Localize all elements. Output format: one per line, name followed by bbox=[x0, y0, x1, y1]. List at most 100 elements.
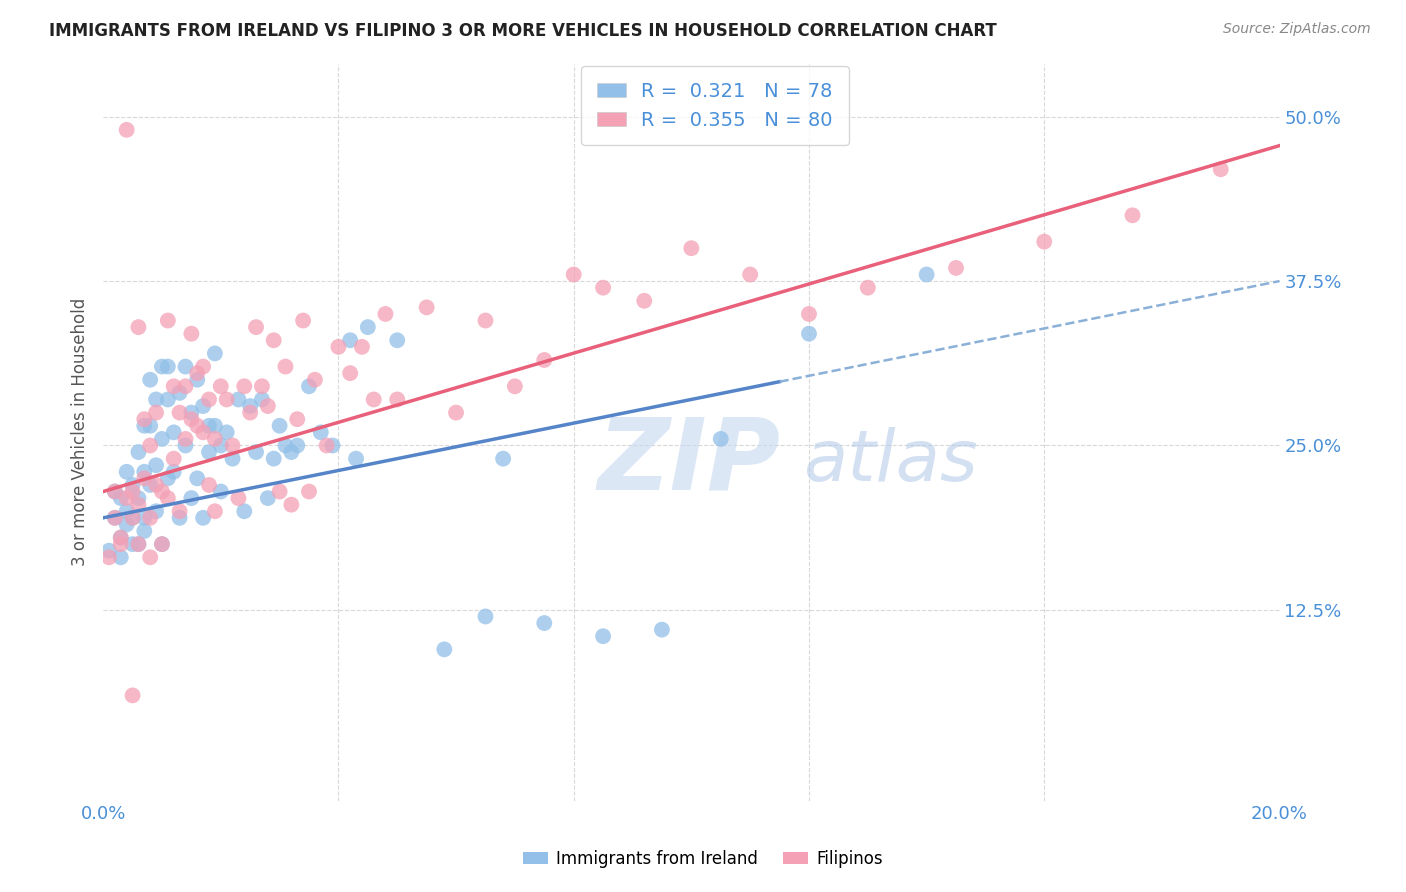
Point bbox=[250, 392, 273, 407]
Point bbox=[121, 478, 143, 492]
Point bbox=[1209, 162, 1232, 177]
Point bbox=[191, 399, 214, 413]
Point bbox=[269, 484, 291, 499]
Point bbox=[1033, 235, 1056, 249]
Point bbox=[134, 511, 156, 525]
Point bbox=[339, 366, 361, 380]
Point bbox=[134, 524, 156, 538]
Point bbox=[104, 511, 127, 525]
Point bbox=[239, 406, 262, 420]
Y-axis label: 3 or more Vehicles in Household: 3 or more Vehicles in Household bbox=[72, 298, 89, 566]
Point bbox=[233, 379, 256, 393]
Point bbox=[562, 268, 585, 282]
Point bbox=[344, 451, 367, 466]
Point bbox=[339, 333, 361, 347]
Point bbox=[134, 418, 156, 433]
Point bbox=[285, 412, 308, 426]
Point bbox=[150, 537, 173, 551]
Text: Source: ZipAtlas.com: Source: ZipAtlas.com bbox=[1223, 22, 1371, 37]
Point bbox=[292, 313, 315, 327]
Point bbox=[204, 504, 226, 518]
Point bbox=[186, 366, 208, 380]
Point bbox=[797, 307, 820, 321]
Point bbox=[285, 438, 308, 452]
Point bbox=[298, 379, 321, 393]
Point bbox=[150, 537, 173, 551]
Point bbox=[280, 445, 302, 459]
Point bbox=[387, 333, 409, 347]
Point bbox=[174, 379, 197, 393]
Point bbox=[444, 406, 467, 420]
Point bbox=[204, 418, 226, 433]
Legend: R =  0.321   N = 78, R =  0.355   N = 80: R = 0.321 N = 78, R = 0.355 N = 80 bbox=[581, 66, 849, 145]
Point bbox=[121, 689, 143, 703]
Point bbox=[592, 280, 614, 294]
Point bbox=[139, 550, 162, 565]
Point bbox=[221, 438, 243, 452]
Point bbox=[304, 373, 326, 387]
Point bbox=[110, 531, 132, 545]
Point bbox=[115, 123, 138, 137]
Point bbox=[915, 268, 938, 282]
Point bbox=[415, 301, 437, 315]
Point bbox=[363, 392, 385, 407]
Point bbox=[156, 359, 179, 374]
Point bbox=[186, 418, 208, 433]
Point bbox=[139, 418, 162, 433]
Point bbox=[127, 491, 149, 505]
Point bbox=[145, 478, 167, 492]
Point bbox=[186, 471, 208, 485]
Point bbox=[533, 353, 555, 368]
Point bbox=[256, 399, 278, 413]
Point bbox=[156, 313, 179, 327]
Point bbox=[651, 623, 673, 637]
Point bbox=[127, 537, 149, 551]
Point bbox=[145, 392, 167, 407]
Point bbox=[127, 320, 149, 334]
Point bbox=[156, 491, 179, 505]
Point bbox=[150, 484, 173, 499]
Point bbox=[121, 511, 143, 525]
Point bbox=[98, 550, 121, 565]
Point bbox=[945, 260, 967, 275]
Point bbox=[174, 432, 197, 446]
Point bbox=[209, 379, 232, 393]
Point bbox=[387, 392, 409, 407]
Point bbox=[134, 465, 156, 479]
Point bbox=[139, 373, 162, 387]
Point bbox=[139, 478, 162, 492]
Point bbox=[115, 517, 138, 532]
Point bbox=[121, 484, 143, 499]
Point bbox=[215, 392, 238, 407]
Point bbox=[110, 537, 132, 551]
Point bbox=[104, 511, 127, 525]
Point bbox=[169, 385, 191, 400]
Point bbox=[322, 438, 344, 452]
Point bbox=[163, 451, 186, 466]
Point bbox=[110, 491, 132, 505]
Point bbox=[204, 346, 226, 360]
Point bbox=[309, 425, 332, 440]
Point bbox=[180, 406, 202, 420]
Point bbox=[233, 504, 256, 518]
Point bbox=[198, 445, 221, 459]
Point bbox=[145, 406, 167, 420]
Point bbox=[263, 333, 285, 347]
Point bbox=[156, 392, 179, 407]
Point bbox=[633, 293, 655, 308]
Point bbox=[263, 451, 285, 466]
Point bbox=[492, 451, 515, 466]
Point bbox=[163, 425, 186, 440]
Point bbox=[191, 425, 214, 440]
Point bbox=[150, 359, 173, 374]
Point bbox=[204, 432, 226, 446]
Point bbox=[127, 498, 149, 512]
Point bbox=[198, 392, 221, 407]
Point bbox=[163, 465, 186, 479]
Point bbox=[110, 531, 132, 545]
Point bbox=[121, 511, 143, 525]
Point bbox=[328, 340, 350, 354]
Point bbox=[315, 438, 337, 452]
Point bbox=[856, 280, 879, 294]
Point bbox=[503, 379, 526, 393]
